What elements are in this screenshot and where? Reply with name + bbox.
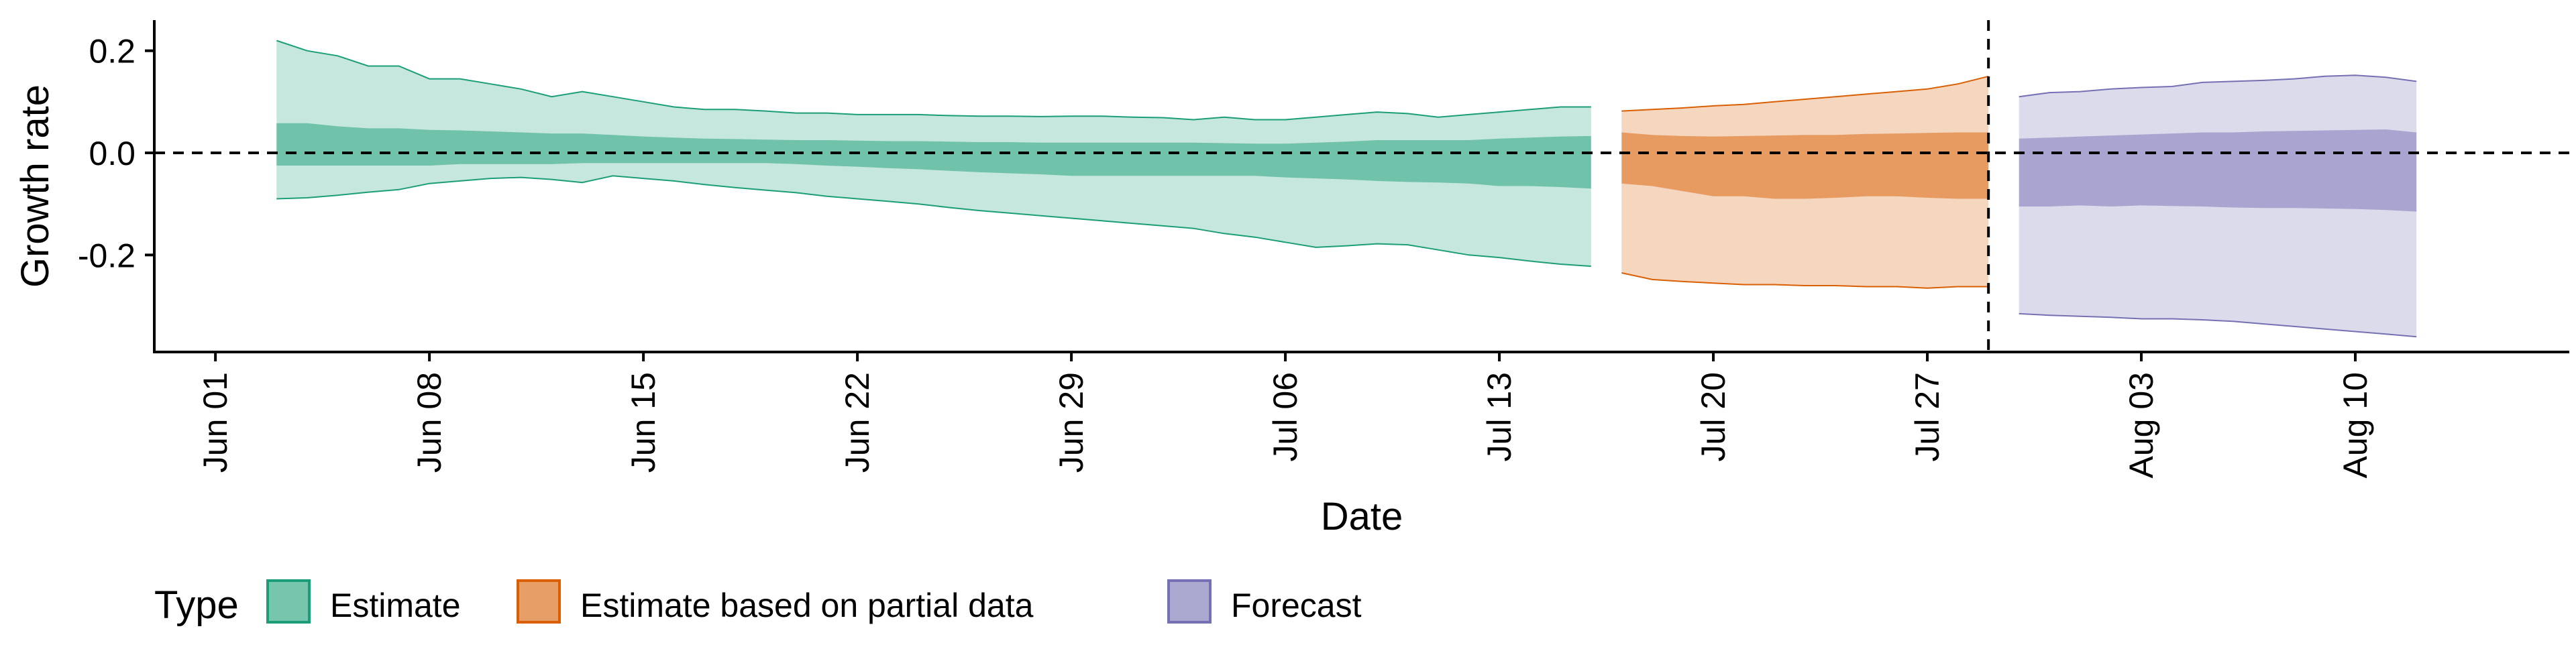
legend-label-forecast: Forecast [1231,587,1362,624]
ribbon-layer [276,40,2417,338]
x-tick-label: Aug 03 [2123,372,2160,478]
x-tick-label: Jul 20 [1695,372,1732,461]
x-tick-label: Jun 29 [1053,372,1090,473]
reference-lines [154,20,2569,352]
ribbon-inner-estimate-based-on-partial-data [1621,132,1989,199]
ribbon-inner-estimate [276,123,1591,189]
y-tick-label: 0.2 [89,33,136,70]
x-axis-title: Date [1321,495,1403,538]
x-tick-label: Jun 15 [625,372,662,473]
x-tick-label: Jun 08 [411,372,448,473]
x-tick-label: Jun 01 [197,372,234,473]
legend: Type Estimate Estimate based on partial d… [154,579,1362,627]
y-axis-title: Growth rate [13,84,57,288]
legend-key-forecast [1167,579,1212,624]
y-tick-label: -0.2 [78,237,136,274]
x-tick-label: Jul 13 [1481,372,1518,461]
x-tick-label: Jun 22 [839,372,876,473]
legend-key-estimate [266,579,311,624]
ribbon-inner-forecast [2019,129,2417,212]
ribbon-upper-edge-estimate-based-on-partial-data [1621,75,1989,112]
axes: Growth rate Date 0.2 0.0 -0.2 Jun 01 Jun 08 J… [13,20,2569,538]
ribbon-upper-edge-forecast [2019,74,2417,98]
ribbon-lower-edge-estimate [276,175,1591,268]
legend-key-estimate-based-on-partial-data [517,579,561,624]
y-tick-label: 0.0 [89,135,136,172]
ribbon-upper-edge-estimate [276,40,1591,121]
legend-title: Type [154,583,239,627]
x-tick-label: Aug 10 [2337,372,2374,478]
legend-label-estimate-based-on-partial-data: Estimate based on partial data [580,587,1034,624]
x-tick-label: Jul 27 [1909,372,1946,461]
ribbon-lower-edge-forecast [2019,312,2417,338]
ribbon-lower-edge-estimate-based-on-partial-data [1621,272,1989,289]
legend-label-estimate: Estimate [330,587,461,624]
x-tick-label: Jul 06 [1267,372,1304,461]
